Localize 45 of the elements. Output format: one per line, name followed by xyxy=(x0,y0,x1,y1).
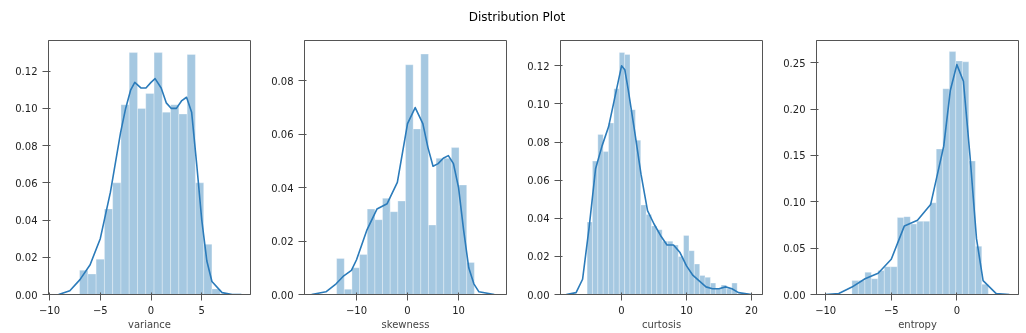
y-tick-label: 0.04 xyxy=(271,182,294,194)
y-tick-label: 0.02 xyxy=(527,251,550,263)
x-tick-label: 20 xyxy=(745,304,758,316)
y-tick-label: 0.20 xyxy=(783,104,806,116)
x-tick-label: 0 xyxy=(618,304,625,316)
x-axis-title: skewness xyxy=(381,318,430,330)
x-axis-title: entropy xyxy=(898,318,937,330)
x-tick-label: 0 xyxy=(953,304,961,316)
y-tick-label: 0.04 xyxy=(527,213,550,225)
x-tick-label: −10 xyxy=(38,304,61,316)
line-series xyxy=(565,65,753,295)
y-tick-label: 0.02 xyxy=(15,252,38,264)
line-series xyxy=(310,106,496,295)
y-tick-label: 0.10 xyxy=(527,98,550,110)
y-tick-label: 0.00 xyxy=(527,289,550,301)
x-axis-title: variance xyxy=(127,318,172,330)
x-tick-label: −5 xyxy=(92,304,108,316)
y-tick-label: 0.02 xyxy=(271,236,294,248)
y-tick-label: 0.00 xyxy=(783,289,806,301)
y-tick-label: 0.10 xyxy=(15,103,38,115)
y-tick-label: 0.12 xyxy=(15,66,38,78)
y-tick-label: 0.15 xyxy=(783,150,806,162)
x-tick-label: 10 xyxy=(452,304,465,316)
x-tick-label: 0 xyxy=(404,304,411,316)
x-tick-label: −10 xyxy=(345,304,368,316)
x-tick-label: −5 xyxy=(883,304,899,316)
text: Distribution Plot xyxy=(468,9,566,26)
y-tick-label: 0.04 xyxy=(15,215,38,227)
y-tick-label: 0.05 xyxy=(783,243,806,255)
y-tick-label: 0.10 xyxy=(783,196,806,208)
y-tick-label: 0.00 xyxy=(271,289,294,301)
x-tick-label: 5 xyxy=(198,304,205,316)
x-tick-label: −10 xyxy=(815,304,837,316)
y-tick-label: 0.06 xyxy=(15,177,38,189)
y-tick-label: 0.08 xyxy=(271,75,294,87)
x-tick-label: 0 xyxy=(147,304,155,316)
y-tick-label: 0.25 xyxy=(783,57,806,69)
y-tick-label: 0.06 xyxy=(271,129,294,141)
y-tick-label: 0.12 xyxy=(527,60,550,72)
x-axis-title: curtosis xyxy=(641,318,682,330)
y-tick-label: 0.08 xyxy=(527,137,550,149)
y-tick-label: 0.06 xyxy=(527,175,550,187)
x-tick-label: 10 xyxy=(680,304,693,316)
y-tick-label: 0.00 xyxy=(15,289,38,301)
y-tick-label: 0.08 xyxy=(15,140,38,152)
